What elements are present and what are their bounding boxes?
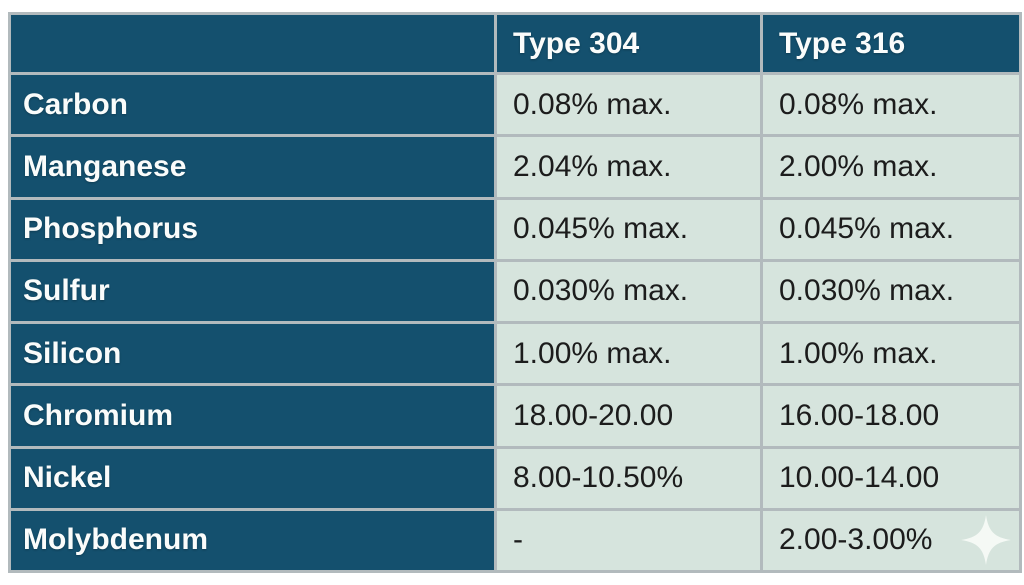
steel-composition-table: Type 304 Type 316 Carbon 0.08% max. 0.08… <box>8 11 1022 574</box>
header-cell-type-304: Type 304 <box>494 11 763 76</box>
row-label: Chromium <box>8 383 497 449</box>
table-row-molybdenum: Molybdenum - 2.00-3.00% <box>8 507 1022 574</box>
value-type-304: 0.08% max. <box>494 72 763 138</box>
value-type-316: 2.00% max. <box>760 134 1022 200</box>
value-type-316: 0.045% max. <box>760 196 1022 262</box>
value-type-304: 1.00% max. <box>494 321 763 387</box>
table-row-phosphorus: Phosphorus 0.045% max. 0.045% max. <box>8 196 1022 262</box>
value-type-304: 18.00-20.00 <box>494 383 763 449</box>
table-row-sulfur: Sulfur 0.030% max. 0.030% max. <box>8 258 1022 325</box>
value-type-316: 16.00-18.00 <box>760 383 1022 449</box>
table-row-manganese: Manganese 2.04% max. 2.00% max. <box>8 134 1022 200</box>
row-label: Nickel <box>8 445 497 511</box>
value-type-316: 1.00% max. <box>760 321 1022 387</box>
row-label: Phosphorus <box>8 196 497 262</box>
value-type-304: - <box>494 507 763 574</box>
row-label: Carbon <box>8 72 497 138</box>
row-label: Manganese <box>8 134 497 200</box>
value-type-304: 8.00-10.50% <box>494 445 763 511</box>
value-type-316: 10.00-14.00 <box>760 445 1022 511</box>
row-label: Molybdenum <box>8 507 497 574</box>
table-header-row: Type 304 Type 316 <box>8 11 1022 76</box>
table-row-nickel: Nickel 8.00-10.50% 10.00-14.00 <box>8 445 1022 511</box>
header-cell-empty <box>8 11 497 76</box>
value-type-316: 0.08% max. <box>760 72 1022 138</box>
row-label: Silicon <box>8 321 497 387</box>
value-type-316: 0.030% max. <box>760 258 1022 325</box>
value-type-304: 2.04% max. <box>494 134 763 200</box>
header-cell-type-316: Type 316 <box>760 11 1022 76</box>
value-type-304: 0.045% max. <box>494 196 763 262</box>
table-row-carbon: Carbon 0.08% max. 0.08% max. <box>8 72 1022 138</box>
value-type-316: 2.00-3.00% <box>760 507 1022 574</box>
row-label: Sulfur <box>8 258 497 325</box>
table-row-silicon: Silicon 1.00% max. 1.00% max. <box>8 321 1022 387</box>
table-row-chromium: Chromium 18.00-20.00 16.00-18.00 <box>8 383 1022 449</box>
value-type-304: 0.030% max. <box>494 258 763 325</box>
